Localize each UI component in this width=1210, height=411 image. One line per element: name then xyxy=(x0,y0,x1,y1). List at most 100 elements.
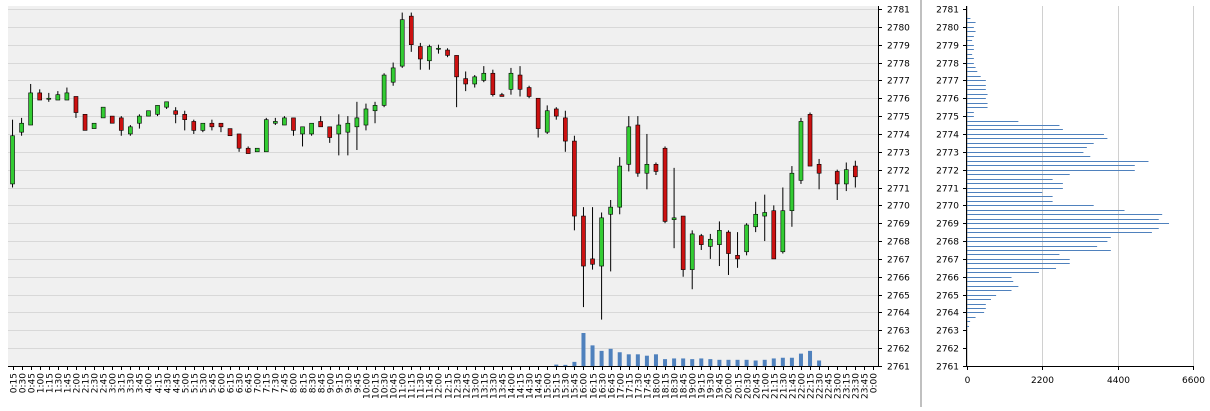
time-tick-label: 7:45 xyxy=(281,373,291,393)
volume-bar xyxy=(581,333,586,366)
profile-price-tick-label: 2771 xyxy=(936,185,959,195)
time-tick-label: 14:15 xyxy=(517,373,527,399)
candle-body xyxy=(834,171,840,185)
candle-body xyxy=(37,92,43,101)
time-tick-label: 15:15 xyxy=(553,373,563,399)
time-tick-label: 9:45 xyxy=(354,373,364,393)
candle-body xyxy=(490,72,496,95)
time-tick-label: 19:00 xyxy=(689,373,699,399)
time-tick-label: 17:15 xyxy=(626,373,636,399)
time-tick-label: 5:00 xyxy=(182,373,192,393)
candle-body xyxy=(816,163,822,174)
candle-body xyxy=(635,124,641,174)
time-tick-label: 1:00 xyxy=(37,373,47,393)
time-tick-label: 10:00 xyxy=(363,373,373,399)
price-tick-label: 2761 xyxy=(887,363,910,373)
price-tick-label: 2780 xyxy=(887,24,910,34)
volume-bar xyxy=(590,345,595,366)
volume-profile-bars xyxy=(967,18,1170,327)
candle-body xyxy=(671,217,677,220)
time-tick-label: 4:30 xyxy=(164,373,174,393)
price-tick-label: 2770 xyxy=(887,202,910,212)
time-tick-label: 6:15 xyxy=(227,373,237,393)
volume-bar xyxy=(762,359,767,366)
candle-body xyxy=(408,15,414,45)
price-tick-label: 2765 xyxy=(887,292,910,302)
candle-body xyxy=(807,114,813,167)
time-tick-label: 3:15 xyxy=(118,373,128,393)
candle-body xyxy=(599,217,604,267)
candle-body xyxy=(273,121,278,124)
time-tick-label: 23:30 xyxy=(852,373,862,399)
profile-price-tick-label: 2776 xyxy=(936,95,959,105)
time-tick-label: 7:15 xyxy=(263,373,273,393)
price-tick-label: 2769 xyxy=(887,220,910,230)
time-tick-label: 11:15 xyxy=(408,373,418,399)
time-tick-label: 23:15 xyxy=(843,373,853,399)
candle-body xyxy=(689,233,695,270)
candlestick-gridlines xyxy=(8,9,878,367)
candle-body xyxy=(10,135,15,185)
candle-body xyxy=(563,117,568,142)
time-tick-label: 18:15 xyxy=(662,373,672,399)
time-tick-label: 13:15 xyxy=(481,373,491,399)
time-tick-label: 23:00 xyxy=(834,373,844,399)
candle-body xyxy=(118,117,124,131)
volume-bar xyxy=(690,359,695,366)
candle-body xyxy=(363,108,369,126)
candle-body xyxy=(544,110,550,133)
candle-body xyxy=(19,122,24,133)
time-tick-label: 22:30 xyxy=(816,373,826,399)
candle-body xyxy=(28,92,33,126)
candle-body xyxy=(753,213,758,228)
time-tick-label: 16:45 xyxy=(608,373,618,399)
candle-body xyxy=(381,74,387,106)
candle-body xyxy=(472,76,478,85)
candle-body xyxy=(445,49,450,56)
profile-price-tick-label: 2769 xyxy=(936,220,959,230)
time-tick-label: 1:45 xyxy=(64,373,74,393)
price-tick-label: 2775 xyxy=(887,113,910,123)
volume-bars xyxy=(554,333,822,366)
time-tick-label: 21:15 xyxy=(771,373,781,399)
time-tick-label: 21:00 xyxy=(762,373,772,399)
candle-body xyxy=(82,114,88,131)
candle-body xyxy=(327,126,333,138)
time-tick-label: 15:00 xyxy=(544,373,554,399)
price-tick-label: 2778 xyxy=(887,60,910,70)
price-tick-label: 2776 xyxy=(887,95,910,105)
volume-bar xyxy=(780,357,785,366)
time-tick-label: 10:15 xyxy=(372,373,382,399)
time-tick-label: 13:00 xyxy=(472,373,482,399)
candle-body xyxy=(644,163,650,174)
candle-body xyxy=(418,46,423,60)
time-tick-label: 8:30 xyxy=(309,373,319,393)
volume-bar xyxy=(717,359,722,366)
candle-body xyxy=(146,110,151,117)
candle-body xyxy=(771,210,777,260)
time-tick-label: 18:00 xyxy=(653,373,663,399)
time-tick-label: 21:30 xyxy=(780,373,790,399)
volume-bar xyxy=(808,350,813,366)
time-tick-label: 23:45 xyxy=(861,373,871,399)
profile-price-tick-label: 2761 xyxy=(936,363,959,373)
time-tick-label: 9:15 xyxy=(336,373,346,393)
time-tick-label: 14:45 xyxy=(535,373,545,399)
candle-body xyxy=(100,106,106,119)
candle-body xyxy=(354,117,360,128)
volume-bar xyxy=(681,358,686,366)
candle-body xyxy=(581,215,586,267)
candle-body xyxy=(653,163,659,172)
candle-body xyxy=(454,55,459,78)
price-tick-label: 2767 xyxy=(887,256,910,266)
time-tick-label: 17:45 xyxy=(644,373,654,399)
value-tick-label: 4400 xyxy=(1107,376,1130,386)
price-tick-label: 2774 xyxy=(887,131,910,141)
candle-body xyxy=(526,87,532,97)
time-tick-label: 5:45 xyxy=(209,373,219,393)
volume-bar xyxy=(599,350,604,366)
candle-body xyxy=(608,206,613,215)
volume-bar xyxy=(771,358,776,366)
time-tick-label: 5:15 xyxy=(191,373,201,393)
candle-body xyxy=(291,117,296,131)
